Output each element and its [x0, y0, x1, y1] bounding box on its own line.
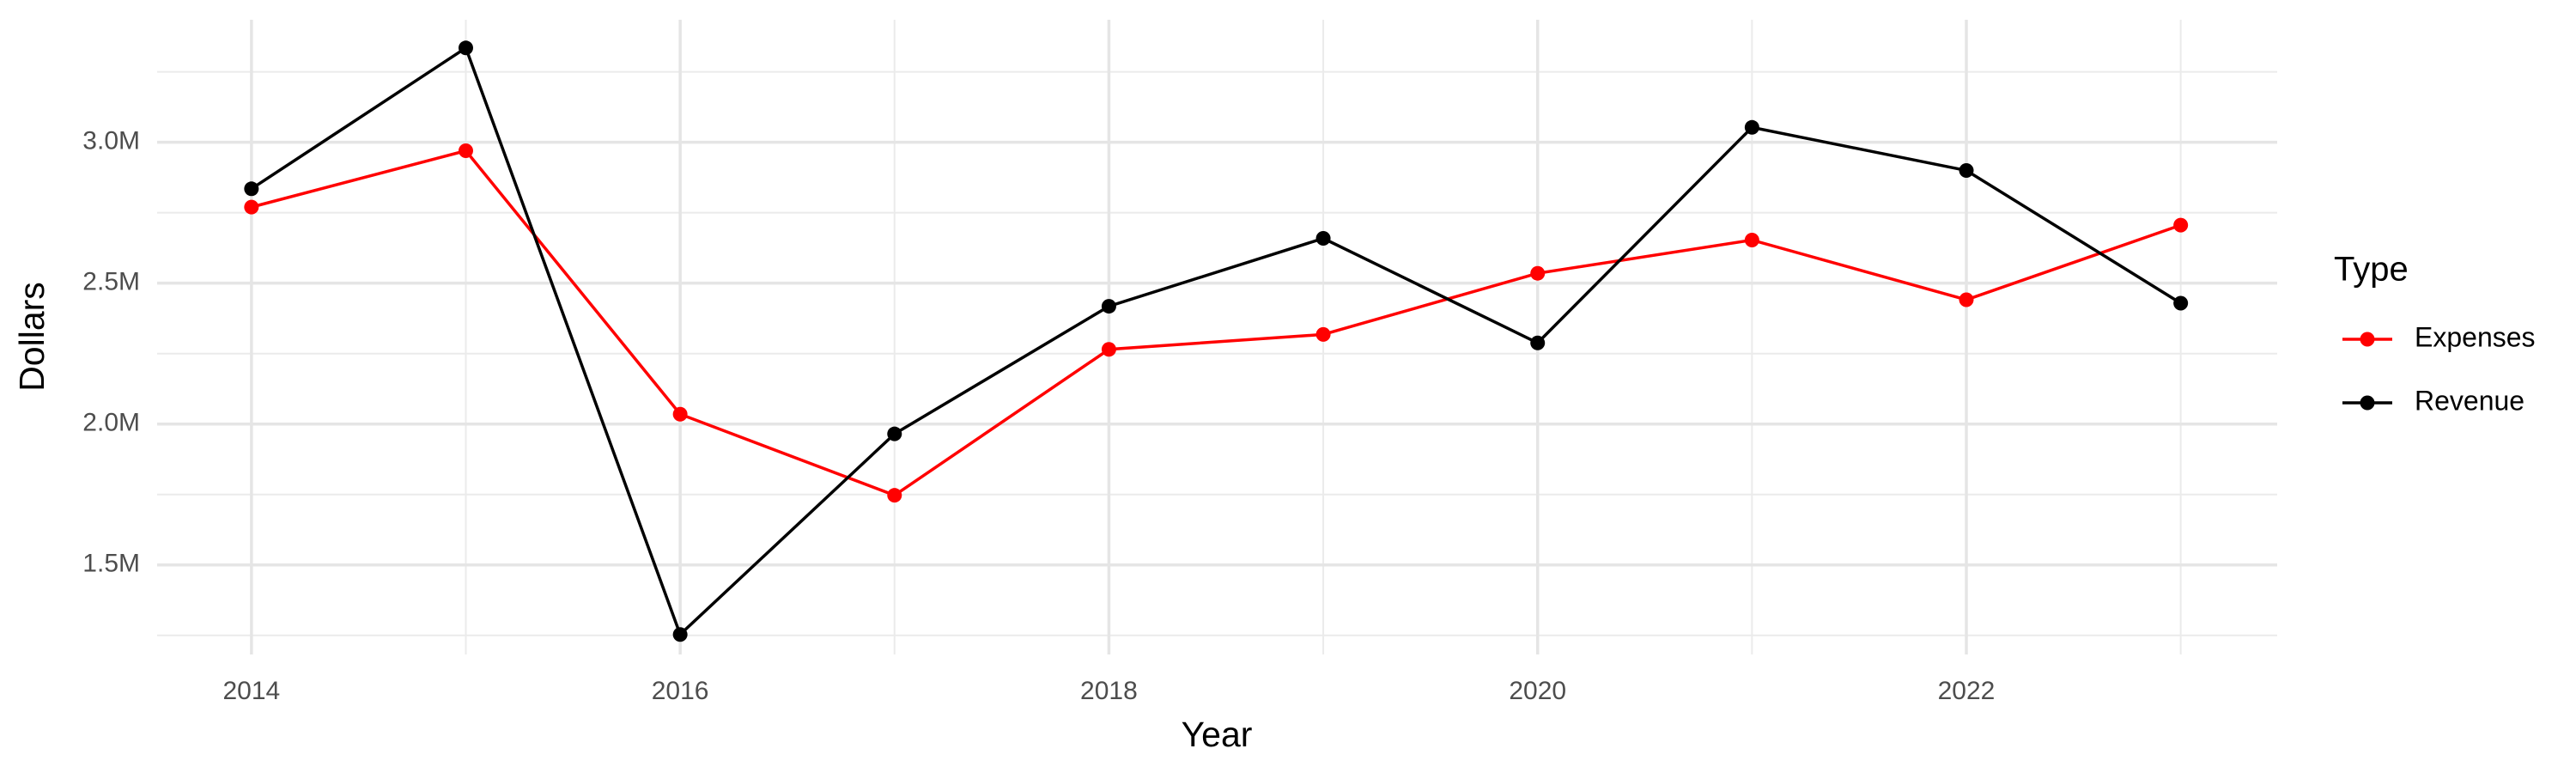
- y-axis-title: Dollars: [12, 282, 52, 392]
- series-line: [250, 46, 2182, 637]
- data-point: [1530, 265, 1546, 281]
- data-point: [1101, 299, 1116, 314]
- x-tick-label: 2014: [222, 677, 280, 705]
- y-tick-label: 3.0M: [82, 127, 140, 155]
- data-point: [244, 199, 259, 215]
- data-point: [1744, 233, 1759, 248]
- legend-key: [2360, 332, 2375, 347]
- data-point: [1959, 292, 1974, 307]
- y-tick-label: 2.5M: [82, 268, 140, 296]
- legend-label: Expenses: [2415, 321, 2536, 352]
- x-tick-label: 2022: [1938, 677, 1996, 705]
- data-point: [1744, 119, 1759, 135]
- data-point: [2173, 217, 2189, 233]
- data-point: [672, 627, 688, 642]
- data-point: [244, 181, 259, 197]
- data-point: [887, 488, 902, 503]
- data-point: [458, 40, 473, 56]
- data-point: [1315, 326, 1331, 342]
- data-point: [1315, 231, 1331, 247]
- legend-title: Type: [2334, 251, 2409, 289]
- x-tick-label: 2016: [652, 677, 709, 705]
- x-tick-label: 2018: [1080, 677, 1138, 705]
- legend-key: [2360, 395, 2375, 411]
- data-point: [458, 143, 473, 159]
- x-axis-title: Year: [1182, 715, 1253, 754]
- data-point: [1959, 162, 1974, 178]
- data-point: [672, 406, 688, 422]
- data-point: [1530, 335, 1546, 350]
- data-point: [1101, 342, 1116, 357]
- legend-label: Revenue: [2415, 385, 2524, 416]
- y-tick-label: 1.5M: [82, 550, 140, 578]
- series-line: [251, 149, 2182, 497]
- data-point: [887, 426, 902, 441]
- data-point: [2173, 295, 2189, 311]
- x-tick-label: 2020: [1509, 677, 1566, 705]
- y-tick-label: 2.0M: [82, 409, 140, 437]
